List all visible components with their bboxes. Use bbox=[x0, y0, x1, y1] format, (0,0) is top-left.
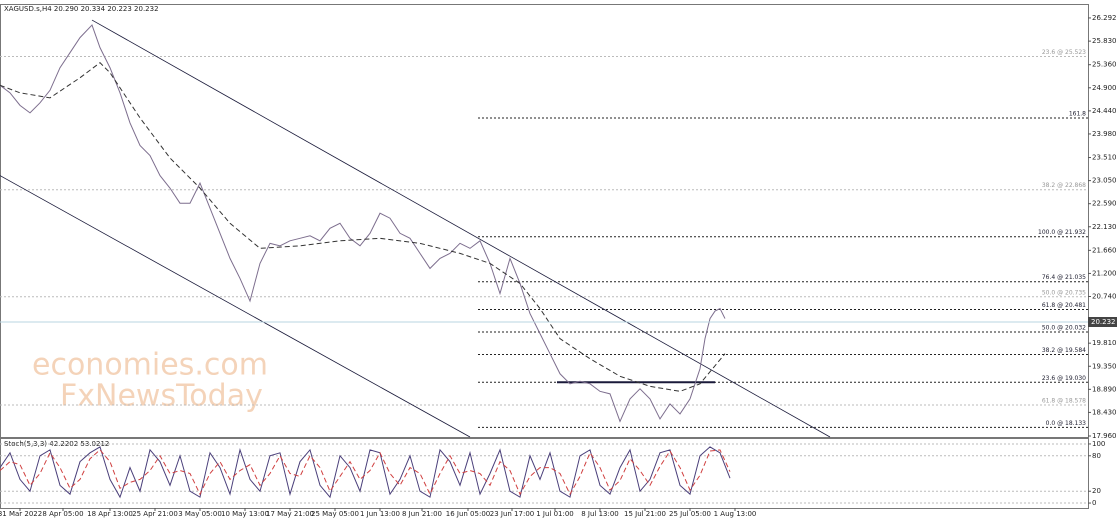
trendline bbox=[0, 175, 471, 438]
y-tick-label: 25.360 bbox=[1092, 61, 1117, 69]
x-tick-label: 8 Jul 13:00 bbox=[581, 510, 619, 518]
x-tick-label: 8 Apr 05:00 bbox=[42, 510, 83, 518]
fib-label: 23.6 @ 19.030 bbox=[1042, 375, 1086, 382]
y-tick-label: 20 bbox=[1092, 487, 1101, 495]
x-tick-label: 1 Jul 01:00 bbox=[536, 510, 574, 518]
x-tick-label: 18 Apr 13:00 bbox=[87, 510, 133, 518]
x-tick-label: 10 May 13:00 bbox=[221, 510, 269, 518]
fib-label: 76.4 @ 21.035 bbox=[1042, 274, 1086, 281]
fib-label: 38.2 @ 19.584 bbox=[1042, 347, 1086, 354]
y-tick-label: 23.980 bbox=[1092, 130, 1117, 138]
y-tick-label: 24.440 bbox=[1092, 107, 1117, 115]
x-tick-label: 31 Mar 2022 bbox=[0, 510, 42, 518]
x-tick-label: 1 Jun 13:00 bbox=[360, 510, 400, 518]
series-line bbox=[0, 24, 726, 423]
y-tick-label: 26.292 bbox=[1092, 14, 1117, 22]
fib-label: 61.8 @ 20.481 bbox=[1042, 302, 1086, 309]
fib-label: 0.0 @ 18.133 bbox=[1046, 420, 1087, 427]
x-tick-label: 16 Jun 05:00 bbox=[446, 510, 490, 518]
y-tick-label: 21.200 bbox=[1092, 269, 1117, 277]
y-tick-label: 18.890 bbox=[1092, 385, 1117, 393]
x-tick-label: 15 Jul 21:00 bbox=[624, 510, 666, 518]
fib-label: 50.0 @ 20.032 bbox=[1042, 325, 1086, 332]
x-tick-label: 3 May 05:00 bbox=[178, 510, 222, 518]
y-tick-label: 100 bbox=[1092, 440, 1105, 448]
x-tick-label: 8 Jun 21:00 bbox=[402, 510, 442, 518]
y-tick-label: 18.430 bbox=[1092, 408, 1117, 416]
fib-label: 100.0 @ 21.932 bbox=[1038, 229, 1086, 236]
series-line bbox=[0, 62, 726, 392]
fib-label: 23.6 @ 25.523 bbox=[1042, 49, 1086, 56]
y-tick-label: 0 bbox=[1092, 499, 1096, 507]
y-tick-label: 21.660 bbox=[1092, 246, 1117, 254]
watermark: economies.com bbox=[32, 348, 268, 383]
y-tick-label: 22.130 bbox=[1092, 223, 1117, 231]
y-tick-label: 20.740 bbox=[1092, 293, 1117, 301]
x-tick-label: 23 Jun 17:00 bbox=[490, 510, 534, 518]
main-panel bbox=[0, 4, 1089, 438]
fib-label: 50.0 @ 20.735 bbox=[1042, 289, 1086, 296]
x-tick-label: 25 Apr 21:00 bbox=[132, 510, 178, 518]
current-price-label: 20.232 bbox=[1091, 318, 1116, 326]
watermark: FxNewsToday bbox=[60, 379, 263, 414]
chart-title: XAGUSD.s,H4 20.290 20.334 20.223 20.232 bbox=[4, 5, 159, 13]
x-tick-label: 17 May 21:00 bbox=[266, 510, 314, 518]
x-tick-label: 1 Aug 13:00 bbox=[714, 510, 757, 518]
x-tick-label: 25 Jul 05:00 bbox=[669, 510, 711, 518]
fib-label: 61.8 @ 18.578 bbox=[1042, 397, 1086, 404]
y-tick-label: 23.510 bbox=[1092, 154, 1117, 162]
y-tick-label: 25.830 bbox=[1092, 37, 1117, 45]
series-line bbox=[0, 446, 731, 499]
x-tick-label: 25 May 05:00 bbox=[311, 510, 359, 518]
y-tick-label: 19.810 bbox=[1092, 339, 1117, 347]
current-price-box bbox=[1088, 317, 1117, 328]
stoch-panel bbox=[0, 438, 1089, 509]
y-tick-label: 24.900 bbox=[1092, 84, 1117, 92]
y-tick-label: 22.590 bbox=[1092, 200, 1117, 208]
y-tick-label: 19.350 bbox=[1092, 362, 1117, 370]
y-tick-label: 23.050 bbox=[1092, 177, 1117, 185]
y-tick-label: 80 bbox=[1092, 452, 1101, 460]
trendline bbox=[91, 19, 831, 438]
fib-label: 161.8 bbox=[1069, 110, 1086, 117]
fib-label: 38.2 @ 22.868 bbox=[1042, 182, 1086, 189]
y-tick-label: 17.960 bbox=[1092, 432, 1117, 440]
